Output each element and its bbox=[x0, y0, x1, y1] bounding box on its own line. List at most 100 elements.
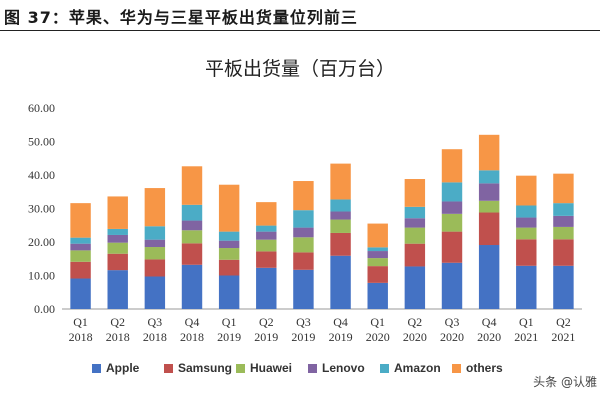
bar-segment-amazon bbox=[218, 231, 240, 241]
bar-segment-samsung bbox=[107, 253, 128, 271]
bar-segment-amazon bbox=[553, 203, 574, 216]
legend-swatch-huawei bbox=[236, 364, 245, 373]
bar-segment-others bbox=[107, 196, 128, 229]
bar-segment-others bbox=[404, 179, 426, 207]
bar-segment-amazon bbox=[181, 204, 203, 221]
bar-segment-others bbox=[70, 203, 91, 238]
bar-segment-huawei bbox=[107, 242, 128, 254]
bar-segment-apple bbox=[218, 275, 240, 309]
bar-segment-apple bbox=[367, 282, 388, 309]
chart-title: 平板出货量（百万台） bbox=[205, 58, 395, 80]
bar-segment-lenovo bbox=[478, 183, 500, 201]
x-axis: Q12018Q22018Q32018Q42018Q12019Q22019Q320… bbox=[69, 315, 576, 344]
bar-segment-samsung bbox=[478, 212, 500, 246]
bar-segment-samsung bbox=[441, 231, 463, 263]
x-tick-label-quarter: Q2 bbox=[408, 315, 423, 329]
y-tick-label: 20.00 bbox=[28, 235, 55, 249]
bar-segment-lenovo bbox=[107, 234, 128, 243]
bar-segment-others bbox=[330, 163, 351, 200]
bar-segment-samsung bbox=[70, 261, 91, 279]
bar-segment-amazon bbox=[330, 199, 351, 212]
bar-segment-amazon bbox=[70, 237, 91, 244]
y-tick-label: 0.00 bbox=[34, 302, 55, 316]
bar-segment-apple bbox=[181, 264, 203, 309]
x-tick-label-year: 2019 bbox=[329, 330, 353, 344]
stacked-bar-chart: 平板出货量（百万台） 0.00 10.00 20.00 30.00 40.00 50.00… bbox=[28, 58, 597, 389]
x-tick-label-year: 2018 bbox=[106, 330, 130, 344]
legend-label-amazon: Amazon bbox=[394, 361, 441, 375]
y-tick-label: 30.00 bbox=[28, 202, 55, 216]
y-tick-label: 60.00 bbox=[28, 101, 55, 115]
bar-segment-huawei bbox=[144, 247, 166, 260]
legend-label-apple: Apple bbox=[106, 361, 140, 375]
x-tick-label-quarter: Q4 bbox=[482, 315, 497, 329]
bar-segment-amazon bbox=[367, 247, 388, 252]
x-tick-label-year: 2020 bbox=[403, 330, 427, 344]
bar-segment-huawei bbox=[70, 250, 91, 262]
x-tick-label-year: 2020 bbox=[366, 330, 390, 344]
x-tick-label-quarter: Q4 bbox=[185, 315, 200, 329]
bar-segment-amazon bbox=[107, 228, 128, 235]
bar-segment-lenovo bbox=[553, 215, 574, 227]
bar-segment-apple bbox=[293, 269, 314, 309]
title-divider bbox=[0, 30, 600, 31]
legend-swatch-others bbox=[452, 364, 461, 373]
bar-segment-samsung bbox=[367, 266, 388, 283]
bar-segment-lenovo bbox=[516, 217, 537, 228]
x-tick-label-quarter: Q3 bbox=[296, 315, 311, 329]
bar-segment-amazon bbox=[478, 170, 500, 184]
bar-segment-lenovo bbox=[330, 211, 351, 220]
bar-segment-others bbox=[218, 184, 240, 232]
bar-segment-huawei bbox=[256, 239, 277, 252]
bar-segment-huawei bbox=[330, 219, 351, 233]
x-tick-label-quarter: Q2 bbox=[259, 315, 274, 329]
bar-segment-others bbox=[516, 175, 537, 206]
bar-segment-lenovo bbox=[404, 218, 426, 228]
bar-segment-lenovo bbox=[218, 240, 240, 249]
x-tick-label-year: 2020 bbox=[440, 330, 464, 344]
legend-label-lenovo: Lenovo bbox=[322, 361, 365, 375]
bar-segment-others bbox=[553, 173, 574, 204]
bar-segment-amazon bbox=[441, 182, 463, 202]
x-tick-label-quarter: Q1 bbox=[370, 315, 385, 329]
bar-segment-lenovo bbox=[181, 220, 203, 231]
legend-swatch-lenovo bbox=[308, 364, 317, 373]
bar-segment-apple bbox=[107, 270, 128, 309]
x-tick-label-year: 2021 bbox=[514, 330, 538, 344]
bar-segment-others bbox=[256, 202, 277, 226]
bar-segment-huawei bbox=[478, 200, 500, 213]
bar-segment-lenovo bbox=[293, 227, 314, 238]
bar-segment-lenovo bbox=[70, 243, 91, 251]
bar-segment-amazon bbox=[404, 206, 426, 219]
bar-segment-amazon bbox=[516, 205, 537, 218]
bar-segment-huawei bbox=[516, 227, 537, 240]
bar-segment-lenovo bbox=[144, 239, 166, 248]
bar-segment-apple bbox=[478, 245, 500, 309]
legend-swatch-samsung bbox=[164, 364, 173, 373]
bar-segment-amazon bbox=[256, 225, 277, 232]
bar-segment-others bbox=[478, 134, 500, 171]
x-tick-label-quarter: Q2 bbox=[110, 315, 125, 329]
bar-segment-lenovo bbox=[256, 231, 277, 240]
bar-segment-samsung bbox=[516, 239, 537, 266]
x-tick-label-quarter: Q4 bbox=[333, 315, 348, 329]
bar-segment-samsung bbox=[144, 259, 166, 277]
bar-segment-others bbox=[181, 166, 203, 205]
x-tick-label-quarter: Q3 bbox=[445, 315, 460, 329]
bar-segment-samsung bbox=[256, 251, 277, 268]
bar-segment-apple bbox=[441, 262, 463, 309]
x-tick-label-year: 2018 bbox=[180, 330, 204, 344]
legend-label-huawei: Huawei bbox=[250, 361, 292, 375]
bar-segment-huawei bbox=[218, 248, 240, 260]
x-tick-label-year: 2018 bbox=[69, 330, 93, 344]
y-tick-label: 50.00 bbox=[28, 135, 55, 149]
x-tick-label-quarter: Q1 bbox=[519, 315, 534, 329]
figure-title: 图 37：苹果、华为与三星平板出货量位列前三 bbox=[4, 8, 358, 27]
bars-group bbox=[70, 134, 574, 309]
x-tick-label-year: 2019 bbox=[217, 330, 241, 344]
bar-segment-huawei bbox=[553, 226, 574, 240]
x-tick-label-year: 2019 bbox=[291, 330, 315, 344]
watermark-text: 头条 @认雅 bbox=[533, 374, 597, 389]
x-tick-label-quarter: Q3 bbox=[148, 315, 163, 329]
bar-segment-others bbox=[367, 223, 388, 248]
